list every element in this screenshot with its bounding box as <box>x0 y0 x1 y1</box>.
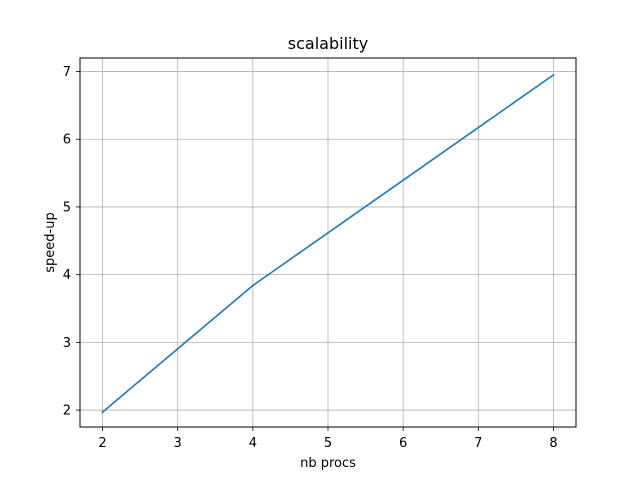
y-tick-label: 3 <box>63 336 71 351</box>
x-tick-label: 8 <box>549 436 557 451</box>
x-tick-label: 7 <box>474 436 482 451</box>
x-tick-label: 4 <box>249 436 257 451</box>
chart-title: scalability <box>288 34 368 53</box>
series-line <box>101 73 555 414</box>
y-axis-label: speed-up <box>43 212 58 272</box>
x-tick-label: 3 <box>174 436 182 451</box>
x-axis-label: nb procs <box>300 456 356 471</box>
y-tick-label: 4 <box>63 268 71 283</box>
y-tick-label: 5 <box>63 200 71 215</box>
y-tick-label: 2 <box>63 404 71 419</box>
grid <box>80 58 576 427</box>
series-layer <box>101 73 555 414</box>
x-tick-label: 5 <box>324 436 332 451</box>
ticks: 2 3 4 5 6 7 8 2 3 4 5 6 7 <box>63 65 558 451</box>
y-tick-label: 6 <box>63 133 71 148</box>
x-tick-label: 6 <box>399 436 407 451</box>
x-tick-label: 2 <box>98 436 106 451</box>
y-tick-label: 7 <box>63 65 71 80</box>
